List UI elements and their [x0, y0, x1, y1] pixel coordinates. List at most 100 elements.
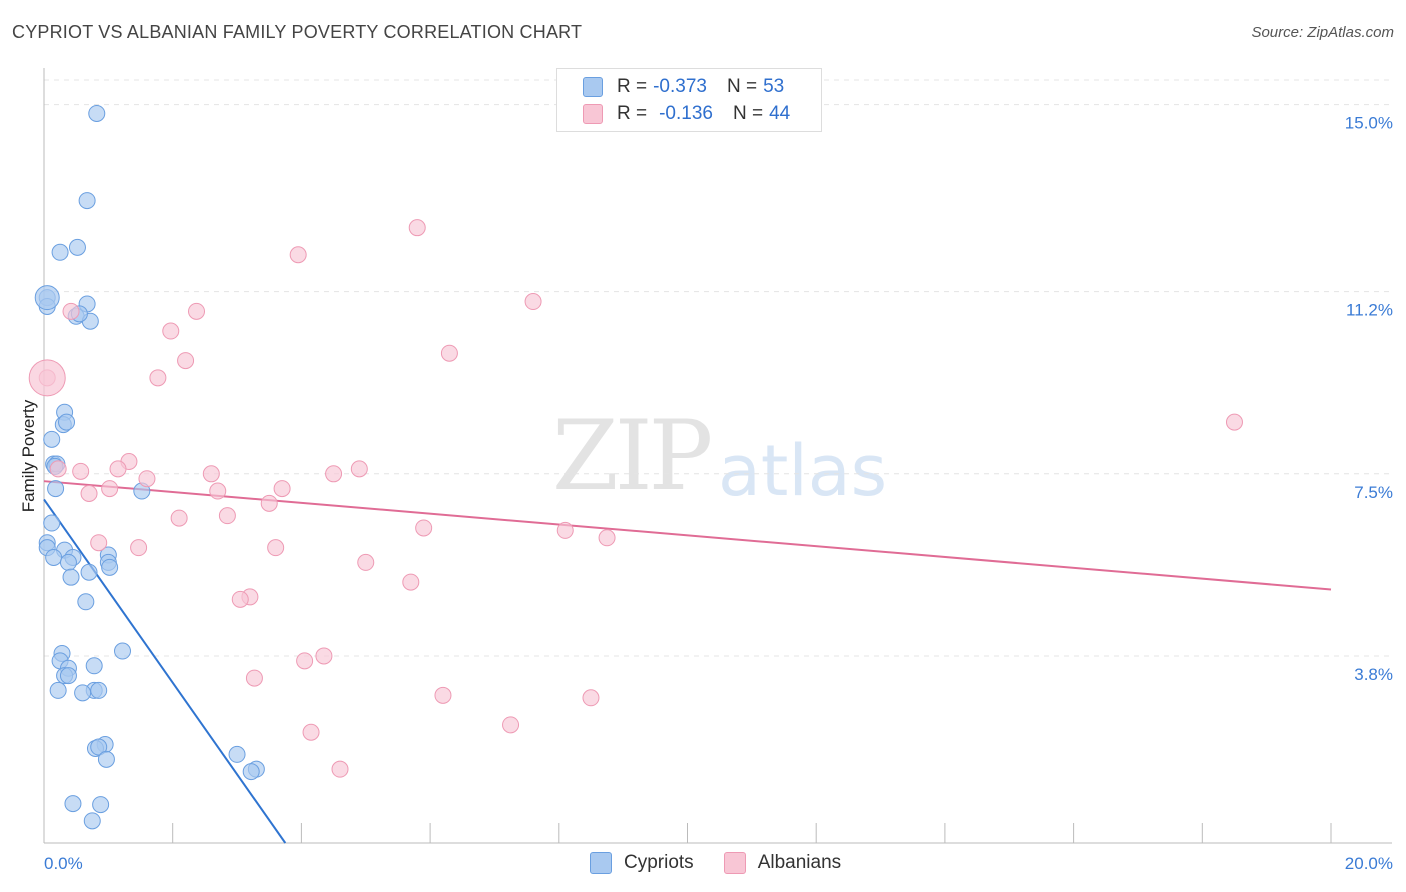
cypriots-point [92, 796, 110, 814]
series-label-cypriots: Cypriots [624, 852, 694, 873]
albanians-point [218, 507, 236, 525]
cypriots-point [58, 413, 76, 431]
gridlines [44, 79, 1392, 657]
legend-row-cypriots: R = -0.373 N = 53 [583, 75, 784, 99]
series-swatch-albanians [723, 852, 746, 874]
cypriots-point [74, 684, 92, 702]
albanians-point [149, 369, 167, 387]
albanians-point [162, 322, 180, 340]
y-tick-label: 15.0% [1345, 114, 1393, 133]
albanians-point [408, 219, 426, 237]
cypriots-point [242, 763, 260, 781]
albanians-point [502, 716, 520, 734]
legend-r-value: -0.373 [653, 76, 707, 97]
albanians-point [434, 686, 452, 704]
albanians-point [109, 460, 127, 478]
albanians-point [209, 482, 227, 500]
albanians-point [582, 689, 600, 707]
albanians-point [273, 480, 291, 498]
cypriots-point [59, 667, 77, 685]
albanians-point [138, 470, 156, 488]
tick-labels: 3.8% 7.5% 11.2% 15.0% 0.0% 20.0% [44, 114, 1393, 873]
cypriots-point [43, 514, 61, 532]
axes [43, 68, 1392, 844]
series-legend-albanians[interactable]: Albanians [723, 852, 842, 874]
source-credit: Source: ZipAtlas.com [1251, 24, 1394, 41]
albanians-point [188, 302, 206, 320]
x-tick-label: 20.0% [1345, 854, 1393, 873]
series-legend: Cypriots Albanians [590, 852, 871, 874]
albanians-point [49, 460, 67, 478]
cypriots-point [78, 192, 96, 210]
albanians-point [350, 460, 368, 478]
albanians-point [402, 573, 420, 591]
legend-n-value: 44 [769, 103, 791, 124]
albanians-point [315, 647, 333, 665]
cypriots-point [45, 548, 63, 566]
albanians-point [90, 534, 108, 552]
cypriots-point [68, 238, 86, 256]
legend-n-value: 53 [763, 76, 785, 97]
albanians-point [325, 465, 343, 483]
cypriots-point [90, 681, 108, 699]
series-label-albanians: Albanians [757, 852, 842, 873]
albanians-point [302, 723, 320, 741]
albanians-point [598, 529, 616, 547]
cypriots-point [83, 812, 101, 830]
legend-swatch-cypriots [583, 77, 603, 97]
cypriots-point [47, 480, 65, 498]
correlation-legend: R = -0.373 N = 53 R = -0.136 N = 44 [556, 68, 822, 132]
cypriots-point [85, 657, 103, 675]
legend-r-value: -0.136 [659, 103, 713, 124]
albanians-point [556, 521, 574, 539]
chart-title: CYPRIOT VS ALBANIAN FAMILY POVERTY CORRE… [12, 22, 583, 42]
legend-row-albanians: R = -0.136 N = 44 [583, 102, 790, 126]
albanians-point [101, 480, 119, 498]
cypriots-point [59, 553, 77, 571]
albanians-point [1225, 413, 1243, 431]
albanians-point [296, 652, 314, 670]
cypriots-trend-line [43, 498, 287, 844]
cypriots-point [114, 642, 132, 660]
albanians-point [357, 553, 375, 571]
cypriots-point [64, 795, 82, 813]
series-legend-cypriots[interactable]: Cypriots [590, 852, 694, 874]
trend-lines [43, 480, 1332, 844]
albanians-point [130, 539, 148, 557]
albanians-point [440, 344, 458, 362]
cypriots-point [97, 750, 115, 768]
albanians-point-large [28, 359, 66, 397]
cypriots-point [101, 558, 119, 576]
cypriots-point [43, 430, 61, 448]
albanians-point [231, 590, 249, 608]
albanians-point [415, 519, 433, 537]
y-axis-title: Family Poverty [19, 399, 38, 512]
albanians-point [331, 760, 349, 778]
albanians-point [245, 669, 263, 687]
x-tick-label: 0.0% [44, 854, 83, 873]
cypriots-point [62, 568, 80, 586]
cypriots-point-large [34, 285, 60, 311]
albanians-point [267, 539, 285, 557]
albanians-point [72, 462, 90, 480]
y-tick-label: 3.8% [1354, 665, 1393, 684]
watermark-zip: ZIP [552, 400, 713, 512]
albanians-point [524, 293, 542, 311]
albanians-point [80, 484, 98, 502]
albanians-point [202, 465, 220, 483]
watermark-atlas: atlas [718, 430, 888, 512]
legend-swatch-albanians [583, 104, 603, 124]
albanians-point [62, 302, 80, 320]
cypriots-point [228, 745, 246, 763]
cypriots-point [90, 738, 108, 756]
cypriots-point [77, 593, 95, 611]
legend-r-label: R = [617, 103, 648, 124]
cypriots-point [49, 681, 67, 699]
data-points [28, 104, 1243, 830]
albanians-point [170, 509, 188, 527]
cypriots-point [80, 563, 98, 581]
legend-r-label: R = [617, 76, 648, 97]
series-swatch-cypriots [590, 852, 612, 874]
legend-n-label: N = [732, 103, 764, 124]
albanians-trend-line [43, 480, 1332, 591]
